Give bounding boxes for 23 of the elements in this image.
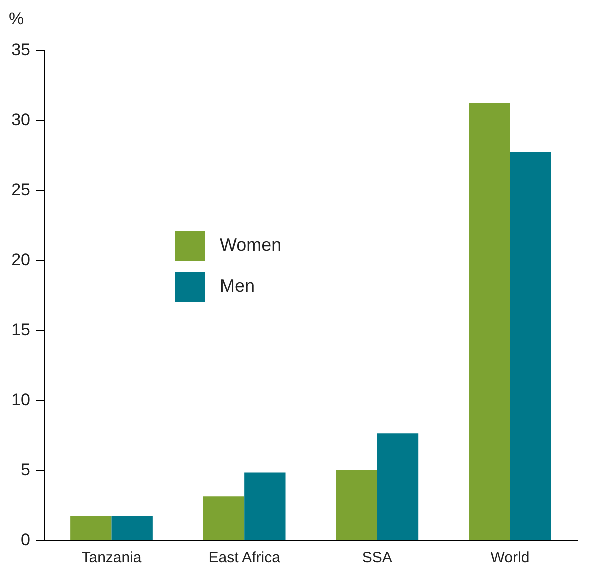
bar <box>112 516 153 540</box>
bar <box>203 496 245 540</box>
legend-label: Men <box>220 276 256 296</box>
x-tick-label: SSA <box>362 550 392 566</box>
x-tick-label: East Africa <box>208 550 282 566</box>
y-tick-label: 30 <box>12 110 30 130</box>
x-tick-label: World <box>490 550 530 566</box>
y-axis-title: % <box>8 10 24 28</box>
bar <box>70 516 112 540</box>
x-tick-label: Tanzania <box>82 550 142 566</box>
y-tick-label: 10 <box>12 390 30 410</box>
bar <box>469 103 510 540</box>
y-tick-label: 25 <box>12 180 30 200</box>
y-tick-label: 5 <box>21 460 30 480</box>
y-tick-label: 35 <box>12 40 30 60</box>
y-tick-label: 0 <box>21 530 30 550</box>
bar <box>377 434 419 540</box>
bar <box>510 152 552 540</box>
legend-label: Women <box>220 235 282 255</box>
bar <box>336 470 378 540</box>
y-tick-label: 20 <box>12 250 30 270</box>
bar <box>244 472 286 540</box>
y-tick-label: 15 <box>12 320 30 340</box>
